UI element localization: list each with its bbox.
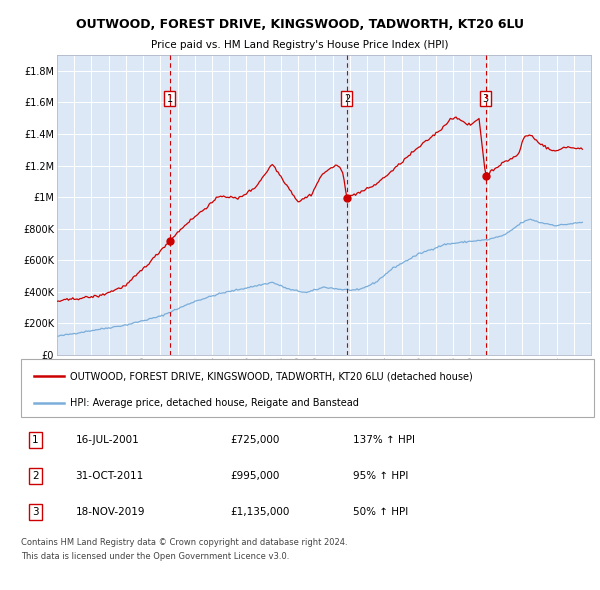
Text: 2: 2 bbox=[344, 93, 350, 103]
Text: OUTWOOD, FOREST DRIVE, KINGSWOOD, TADWORTH, KT20 6LU: OUTWOOD, FOREST DRIVE, KINGSWOOD, TADWOR… bbox=[76, 18, 524, 31]
Text: 2: 2 bbox=[32, 471, 38, 481]
Text: 137% ↑ HPI: 137% ↑ HPI bbox=[353, 435, 415, 445]
Text: This data is licensed under the Open Government Licence v3.0.: This data is licensed under the Open Gov… bbox=[21, 552, 289, 561]
Text: OUTWOOD, FOREST DRIVE, KINGSWOOD, TADWORTH, KT20 6LU (detached house): OUTWOOD, FOREST DRIVE, KINGSWOOD, TADWOR… bbox=[70, 371, 472, 381]
Text: 16-JUL-2001: 16-JUL-2001 bbox=[76, 435, 139, 445]
Text: 3: 3 bbox=[482, 93, 488, 103]
Text: Contains HM Land Registry data © Crown copyright and database right 2024.: Contains HM Land Registry data © Crown c… bbox=[21, 538, 347, 547]
Text: 50% ↑ HPI: 50% ↑ HPI bbox=[353, 507, 409, 517]
Text: 95% ↑ HPI: 95% ↑ HPI bbox=[353, 471, 409, 481]
Text: £995,000: £995,000 bbox=[230, 471, 280, 481]
Text: 18-NOV-2019: 18-NOV-2019 bbox=[76, 507, 145, 517]
Text: £1,135,000: £1,135,000 bbox=[230, 507, 290, 517]
Text: 1: 1 bbox=[167, 93, 173, 103]
Text: £725,000: £725,000 bbox=[230, 435, 280, 445]
Text: Price paid vs. HM Land Registry's House Price Index (HPI): Price paid vs. HM Land Registry's House … bbox=[151, 40, 449, 50]
Text: 1: 1 bbox=[32, 435, 38, 445]
Text: HPI: Average price, detached house, Reigate and Banstead: HPI: Average price, detached house, Reig… bbox=[70, 398, 359, 408]
Text: 31-OCT-2011: 31-OCT-2011 bbox=[76, 471, 143, 481]
FancyBboxPatch shape bbox=[21, 359, 594, 417]
Text: 3: 3 bbox=[32, 507, 38, 517]
